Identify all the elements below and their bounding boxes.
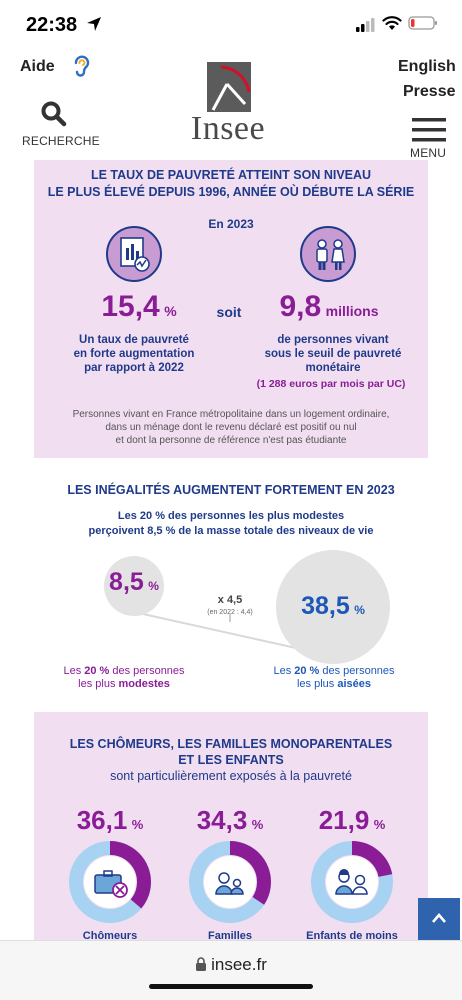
inequality-title: LES INÉGALITÉS AUGMENTENT FORTEMENT EN 2… bbox=[67, 483, 395, 497]
top-20-value: 38,5 bbox=[301, 592, 350, 620]
group-rate: 21,9 % bbox=[292, 805, 412, 836]
children-icon bbox=[335, 869, 368, 895]
hearing-accessibility-icon[interactable] bbox=[72, 54, 92, 78]
insee-logo-mark bbox=[207, 62, 251, 112]
insee-logo-text: Insee bbox=[190, 110, 266, 147]
url-text: insee.fr bbox=[211, 955, 267, 974]
location-arrow-icon bbox=[87, 17, 101, 31]
exposed-groups-panel: LES CHÔMEURS, LES FAMILLES MONOPARENTALE… bbox=[34, 712, 428, 942]
scope-note-1: Personnes vivant en France métropolitain… bbox=[72, 409, 390, 420]
poverty-rate-value: 15,4 bbox=[101, 290, 160, 323]
report-chart-icon bbox=[120, 237, 150, 272]
bottom-20-value: 8,5 bbox=[109, 568, 144, 596]
group-rate: 34,3 % bbox=[170, 805, 290, 836]
insee-logo[interactable]: Insee bbox=[182, 62, 274, 152]
donut-hole bbox=[204, 856, 256, 908]
group-rate-unit: % bbox=[251, 817, 264, 832]
rate-desc-1: Un taux de pauvreté bbox=[79, 334, 189, 346]
scope-note-3: et dont la personne de référence n'est p… bbox=[115, 435, 347, 446]
url-display[interactable]: insee.fr bbox=[0, 955, 462, 975]
cellular-signal-icon bbox=[356, 18, 375, 32]
rate-desc-2: en forte augmentation bbox=[73, 348, 195, 360]
bottom-20-circle bbox=[104, 556, 164, 616]
group-rate: 36,1 % bbox=[50, 805, 170, 836]
poor-people-unit: millions bbox=[325, 303, 379, 319]
poverty-rate-figure: 15,4 % bbox=[64, 290, 214, 324]
browser-address-bar[interactable]: insee.fr bbox=[0, 940, 462, 1000]
poverty-rate-unit: % bbox=[164, 303, 177, 319]
soit-label: soit bbox=[216, 304, 242, 320]
donut-share-arc bbox=[189, 841, 271, 923]
group-label: Enfants de moins bbox=[306, 930, 398, 942]
group-rate-unit: % bbox=[131, 817, 144, 832]
donut-share-arc bbox=[311, 841, 393, 923]
inequality-connector bbox=[133, 611, 297, 649]
poor-people-value: 9,8 bbox=[279, 290, 322, 323]
top-20-label-1: Les 20 % des personnes bbox=[273, 665, 395, 677]
help-link[interactable]: Aide bbox=[20, 58, 55, 75]
family-icon bbox=[215, 872, 244, 895]
wifi-icon bbox=[382, 16, 402, 30]
poverty-title-line-1: LE TAUX DE PAUVRETÉ ATTEINT SON NIVEAU bbox=[90, 168, 372, 182]
bottom-20-label-2: les plus modestes bbox=[78, 678, 170, 690]
year-label: En 2023 bbox=[208, 217, 254, 231]
people-desc-2: sous le seuil de pauvreté bbox=[264, 348, 402, 360]
donut-share-arc bbox=[69, 841, 151, 923]
top-20-unit: % bbox=[354, 603, 365, 617]
bottom-20-unit: % bbox=[148, 579, 159, 593]
top-20-circle bbox=[276, 550, 390, 664]
press-link[interactable]: Presse bbox=[403, 83, 456, 100]
chart-icon-badge bbox=[106, 226, 162, 282]
status-bar: 22:38 bbox=[0, 0, 462, 48]
group-donut bbox=[311, 841, 393, 923]
groups-title-2: ET LES ENFANTS bbox=[178, 753, 284, 767]
bottom-20-label-1: Les 20 % des personnes bbox=[63, 665, 185, 677]
briefcase-icon bbox=[94, 870, 128, 898]
scope-note-2: dans un ménage dont le revenu déclaré es… bbox=[105, 422, 357, 433]
chevron-up-icon bbox=[432, 913, 446, 923]
group-label: Familles bbox=[207, 930, 253, 942]
group-donut bbox=[189, 841, 271, 923]
people-desc-1: de personnes vivant bbox=[277, 334, 389, 346]
poverty-title-line-2: LE PLUS ÉLEVÉ DEPUIS 1996, ANNÉE OÙ DÉBU… bbox=[47, 185, 415, 199]
people-desc-3: monétaire bbox=[305, 362, 361, 374]
poverty-threshold: (1 288 euros par mois par UC) bbox=[256, 378, 406, 390]
english-link[interactable]: English bbox=[398, 58, 456, 75]
group-rate-value: 36,1 bbox=[76, 805, 128, 835]
rate-desc-3: par rapport à 2022 bbox=[84, 362, 184, 374]
people-icon bbox=[316, 239, 345, 270]
home-indicator[interactable] bbox=[149, 984, 313, 989]
lock-icon bbox=[196, 957, 207, 971]
bottom-20-figure: 8,5 % bbox=[94, 568, 174, 597]
inequality-sub-2: perçoivent 8,5 % de la masse totale des … bbox=[88, 525, 374, 537]
battery-low-icon bbox=[408, 16, 437, 30]
top-20-label-2: les plus aisées bbox=[296, 678, 371, 690]
people-icon-badge bbox=[300, 226, 356, 282]
group-label: Chômeurs bbox=[82, 930, 138, 942]
group-donut bbox=[69, 841, 151, 923]
menu-label[interactable]: MENU bbox=[410, 146, 447, 160]
group-rate-value: 21,9 bbox=[318, 805, 370, 835]
groups-title-1: LES CHÔMEURS, LES FAMILLES MONOPARENTALE… bbox=[69, 737, 393, 751]
top-20-figure: 38,5 % bbox=[274, 592, 392, 621]
search-icon[interactable] bbox=[40, 100, 68, 128]
group-rate-unit: % bbox=[373, 817, 386, 832]
poverty-rate-panel: LE TAUX DE PAUVRETÉ ATTEINT SON NIVEAU L… bbox=[34, 160, 428, 458]
inequality-panel: LES INÉGALITÉS AUGMENTENT FORTEMENT EN 2… bbox=[34, 458, 428, 712]
ratio-label: x 4,5 bbox=[217, 594, 243, 606]
poor-people-figure: 9,8 millions bbox=[254, 290, 404, 324]
groups-title-3: sont particulièrement exposés à la pauvr… bbox=[110, 769, 352, 783]
back-to-top-button[interactable] bbox=[418, 898, 460, 940]
hamburger-menu-icon[interactable] bbox=[412, 118, 446, 142]
group-rate-value: 34,3 bbox=[196, 805, 248, 835]
search-label[interactable]: RECHERCHE bbox=[22, 134, 100, 148]
status-time: 22:38 bbox=[26, 14, 78, 36]
ratio-note: (en 2022 : 4,4) bbox=[207, 609, 253, 616]
inequality-sub-1: Les 20 % des personnes les plus modestes bbox=[117, 510, 345, 522]
donut-hole bbox=[326, 856, 378, 908]
